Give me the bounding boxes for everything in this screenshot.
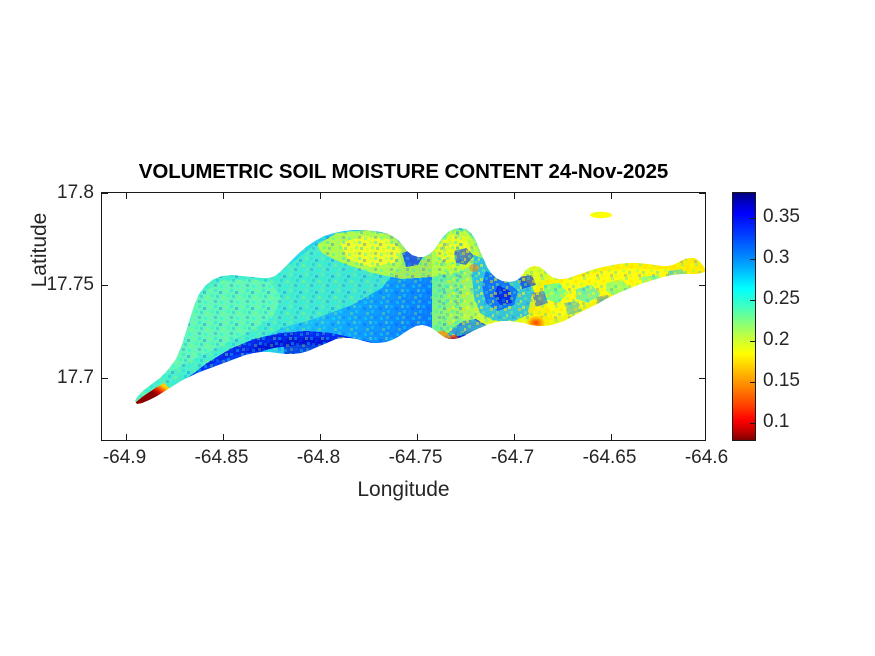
colorbar-tick-6 (750, 423, 755, 425)
x-axis-label: Longitude (357, 478, 450, 501)
xticklabel-4: -64.75 (388, 447, 443, 468)
colorbar-label-3: 0.25 (763, 288, 800, 309)
y-axis-label: Latitude (28, 212, 51, 288)
yticklabel-1: 17.8 (57, 182, 94, 203)
colorbar-label-1: 0.35 (763, 206, 800, 227)
colorbar-tick-3 (750, 300, 755, 302)
map-axes[interactable] (101, 192, 706, 441)
soil-moisture-raster (102, 193, 705, 440)
ytick-right-3 (699, 378, 705, 380)
colorbar-label-4: 0.2 (763, 329, 790, 350)
xticklabel-6: -64.65 (582, 447, 637, 468)
xticklabel-7: -64.6 (684, 447, 729, 468)
xtick-bottom-5 (513, 434, 515, 440)
xtick-bottom-2 (222, 434, 224, 440)
xtick-bottom-3 (319, 434, 321, 440)
ytick-left-1 (102, 193, 108, 195)
colorbar-tick-2 (750, 259, 755, 261)
colorbar-label-2: 0.3 (763, 247, 790, 268)
ytick-left-2 (102, 285, 108, 287)
xtick-top-1 (125, 193, 127, 199)
colorbar-tick-5 (750, 382, 755, 384)
xticklabel-1: -64.9 (102, 447, 147, 468)
xtick-top-6 (610, 193, 612, 199)
xticklabel-5: -64.7 (490, 447, 535, 468)
ytick-left-3 (102, 378, 108, 380)
ytick-right-1 (699, 193, 705, 195)
xtick-bottom-1 (125, 434, 127, 440)
xticklabel-3: -64.8 (296, 447, 341, 468)
xtick-bottom-6 (610, 434, 612, 440)
colorbar-label-6: 0.1 (763, 411, 790, 432)
ytick-right-2 (699, 285, 705, 287)
xtick-top-3 (319, 193, 321, 199)
yticklabel-2: 17.75 (46, 274, 94, 295)
xticklabel-2: -64.85 (194, 447, 249, 468)
xtick-top-5 (513, 193, 515, 199)
colorbar[interactable] (732, 192, 756, 441)
xtick-bottom-4 (416, 434, 418, 440)
page-title: VOLUMETRIC SOIL MOISTURE CONTENT 24-Nov-… (138, 160, 669, 183)
yticklabel-3: 17.7 (57, 367, 94, 388)
xtick-top-4 (416, 193, 418, 199)
xtick-top-2 (222, 193, 224, 199)
colorbar-label-5: 0.15 (763, 370, 800, 391)
colorbar-tick-1 (750, 218, 755, 220)
colorbar-tick-4 (750, 341, 755, 343)
